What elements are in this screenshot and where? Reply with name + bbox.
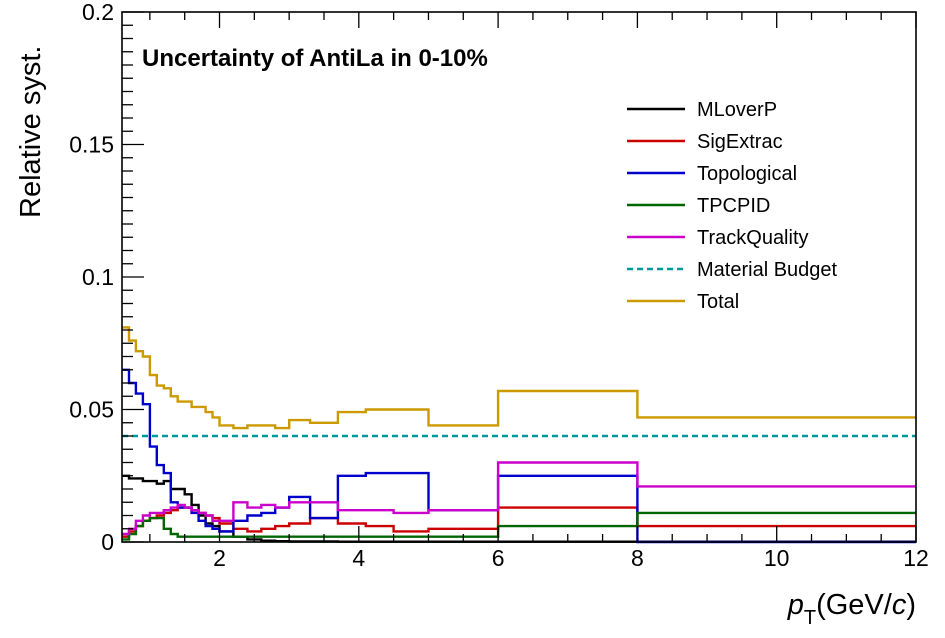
y-tick-label: 0	[101, 529, 114, 555]
series-trackquality	[122, 461, 916, 536]
legend-label: Material Budget	[697, 259, 838, 281]
x-tick-label: 4	[352, 545, 365, 571]
legend-label: SigExtrac	[697, 131, 783, 153]
x-axis-title-mid: (GeV/	[816, 589, 893, 621]
x-tick-label: 12	[903, 545, 929, 571]
legend-label: Total	[697, 291, 739, 313]
legend-label: MLoverP	[697, 99, 777, 121]
legend-label: Topological	[697, 163, 797, 185]
x-axis-title-p: p	[787, 589, 804, 621]
x-axis-title-end: )	[906, 589, 916, 621]
y-tick-label: 0.05	[69, 397, 114, 423]
series-layer	[122, 326, 916, 544]
y-tick-label: 0.2	[82, 0, 114, 25]
x-axis-title-sub: T	[804, 607, 816, 629]
legend: MLoverP SigExtrac Topological TPCPID TrackQu…	[627, 99, 838, 313]
ticks-layer: 2 4 6 8 10 12 0 0.05 0.1 0.15 0.2	[69, 0, 929, 571]
x-axis-title-c: c	[892, 589, 907, 621]
y-tick-label: 0.1	[82, 264, 114, 290]
x-axis-title: pT(GeV/c)	[787, 589, 916, 629]
chart-title: Uncertainty of AntiLa in 0-10%	[142, 45, 488, 72]
legend-label: TrackQuality	[697, 227, 809, 249]
x-tick-label: 6	[492, 545, 505, 571]
y-axis-title: Relative syst.	[15, 46, 47, 218]
legend-label: TPCPID	[697, 195, 770, 217]
x-tick-label: 2	[213, 545, 226, 571]
series-topological	[122, 368, 916, 544]
x-tick-label: 8	[631, 545, 644, 571]
series-total	[122, 326, 916, 430]
x-tick-label: 10	[764, 545, 790, 571]
y-tick-label: 0.15	[69, 132, 114, 158]
